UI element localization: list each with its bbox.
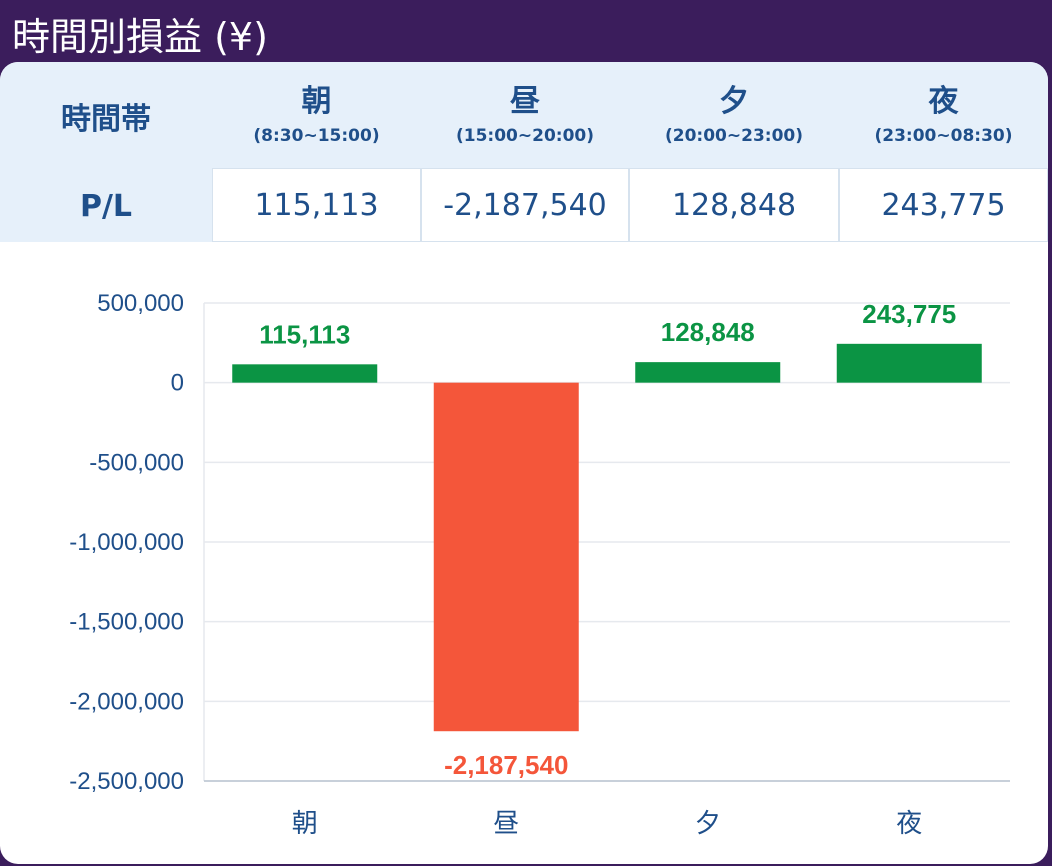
y-tick-label: -1,000,000 [69,529,184,556]
column-name: 夜 [928,84,959,119]
column-range: (20:00~23:00) [664,126,803,146]
pl-bar-chart: 500,000 0 -500,000 -1,000,000 -1,500,000 -2,0… [69,290,1010,839]
pl-card: 時間帯 P/L 朝 (8:30~15:00) 昼 (15:00~20:00) 夕… [0,62,1048,864]
pl-value-morning: 115,113 [212,168,421,242]
y-tick-label: 0 [171,370,184,397]
x-tick-label: 朝 [292,809,318,839]
column-name: 朝 [301,84,332,119]
page-title: 時間別損益 (¥) [12,15,268,59]
pl-value-noon: -2,187,540 [421,168,629,242]
bar-0 [232,364,378,383]
pl-value-evening: 128,848 [629,168,839,242]
row-label: P/L [79,188,133,224]
data-label: 128,848 [661,317,755,347]
y-tick-label: -500,000 [89,449,184,476]
column-range: (8:30~15:00) [253,126,380,146]
column-header-evening: 夕 (20:00~23:00) [629,62,839,170]
column-range: (23:00~08:30) [874,126,1013,146]
data-label: -2,187,540 [444,750,568,780]
x-tick-label: 夕 [695,809,721,839]
pl-value-night: 243,775 [839,168,1048,242]
column-name: 昼 [510,84,540,119]
header-label: 時間帯 [61,102,151,137]
bar-2 [635,362,781,383]
column-header-night: 夜 (23:00~08:30) [839,62,1048,170]
y-tick-label: -2,000,000 [69,688,184,715]
y-tick-label: 500,000 [97,290,184,317]
time-pl-table: 時間帯 P/L 朝 (8:30~15:00) 昼 (15:00~20:00) 夕… [0,62,1048,242]
column-range: (15:00~20:00) [455,126,594,146]
x-tick-label: 夜 [896,809,922,839]
column-header-noon: 昼 (15:00~20:00) [421,62,629,170]
column-name: 夕 [719,84,749,119]
column-header-morning: 朝 (8:30~15:00) [212,62,421,170]
y-tick-label: -1,500,000 [69,609,184,636]
bar-1 [433,382,579,732]
x-tick-label: 昼 [493,809,519,839]
y-tick-label: -2,500,000 [69,768,184,795]
bar-3 [836,343,982,383]
data-label: 115,113 [259,319,350,349]
data-label: 243,775 [862,299,956,329]
